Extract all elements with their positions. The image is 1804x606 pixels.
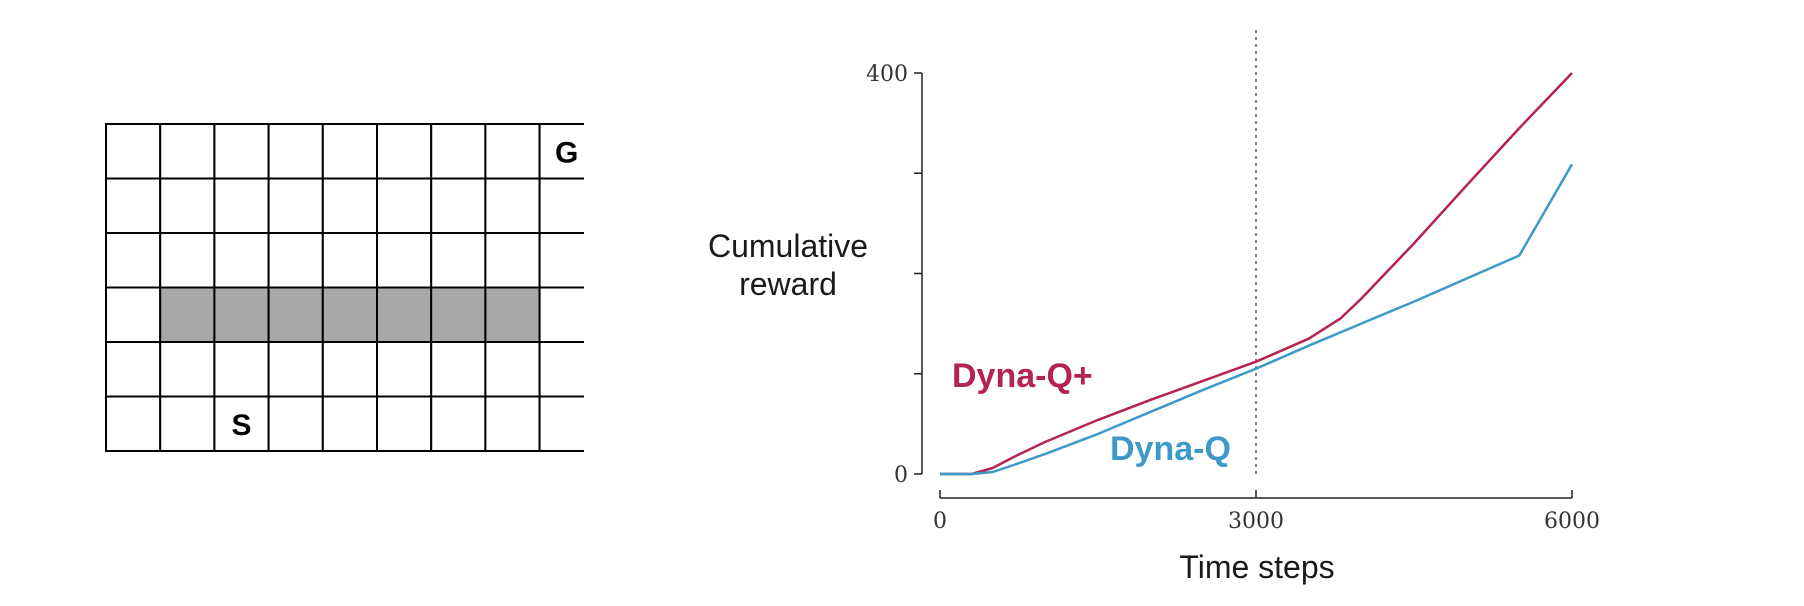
grid-cells	[105, 123, 584, 452]
gridworld-maze: G S	[105, 123, 584, 452]
wall-cell	[159, 286, 216, 343]
grid-cell	[213, 232, 270, 289]
grid-cell	[538, 123, 584, 180]
grid-cell	[267, 232, 324, 289]
y-tick-label: 0	[894, 463, 908, 488]
y-tick-label: 400	[866, 62, 908, 87]
grid-cell	[484, 123, 541, 180]
y-axis-label-line2: reward	[739, 266, 837, 302]
y-axis-label-line1: Cumulative	[708, 228, 868, 264]
series-line-dyna-q-plus	[940, 72, 1573, 476]
goal-label: G	[555, 136, 578, 169]
grid-cell	[267, 341, 324, 398]
wall-cell	[213, 286, 270, 343]
series-label-dyna-q-plus: Dyna-Q+	[952, 357, 1093, 395]
grid-cell	[267, 177, 324, 234]
grid-cell	[430, 395, 487, 452]
grid-cell	[159, 177, 216, 234]
x-axis-label: Time steps	[1179, 549, 1334, 585]
grid-cell	[430, 232, 487, 289]
axis-ticks: 0 3000 6000 0 400	[866, 62, 1600, 534]
grid-cell	[105, 123, 162, 180]
grid-cell	[376, 123, 433, 180]
wall-cell	[484, 286, 541, 343]
grid-cell	[159, 395, 216, 452]
x-tick-label: 0	[933, 509, 947, 534]
x-tick-label: 6000	[1544, 509, 1600, 534]
x-tick-label: 3000	[1228, 509, 1284, 534]
series-line-dyna-q	[940, 163, 1574, 476]
grid-cell	[538, 341, 584, 398]
start-label: S	[231, 409, 251, 442]
grid-cell	[376, 395, 433, 452]
grid-cell	[376, 341, 433, 398]
grid-cell	[538, 395, 584, 452]
grid-cell	[159, 232, 216, 289]
grid-cell	[105, 232, 162, 289]
grid-cell	[213, 177, 270, 234]
series-lines	[940, 72, 1574, 476]
grid-cell	[267, 395, 324, 452]
grid-cell	[484, 341, 541, 398]
series-label-dyna-q: Dyna-Q	[1110, 430, 1231, 468]
